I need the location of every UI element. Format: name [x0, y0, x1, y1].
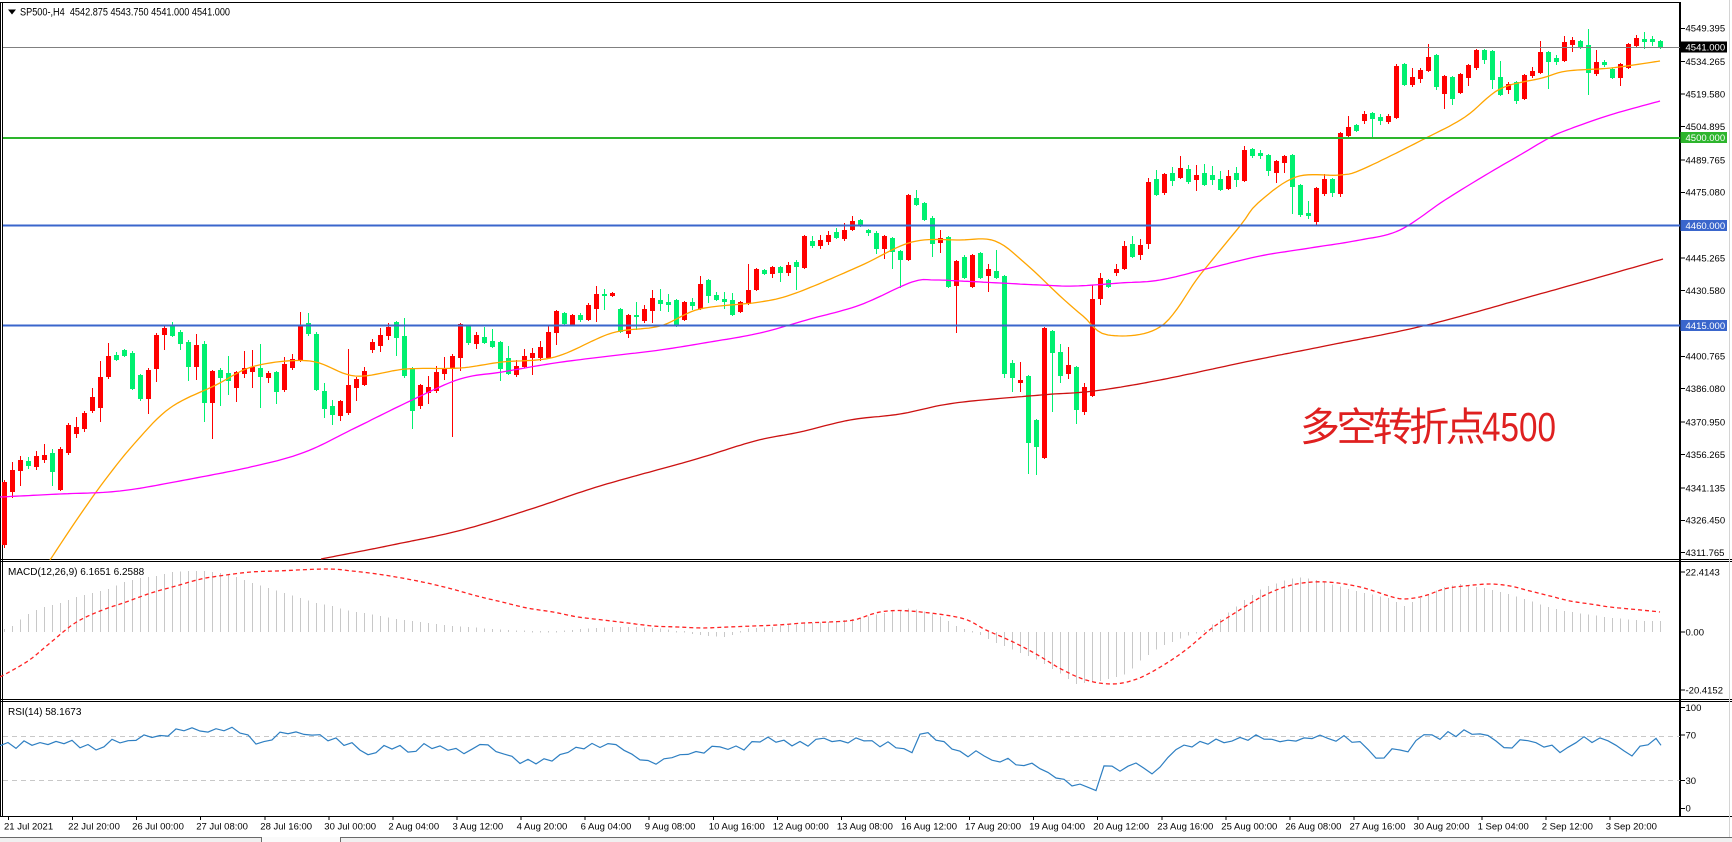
svg-text:4356.265: 4356.265 [1686, 450, 1726, 461]
svg-text:2 Sep 12:00: 2 Sep 12:00 [1542, 822, 1593, 833]
svg-text:4 Aug 20:00: 4 Aug 20:00 [517, 822, 568, 833]
svg-text:30 Aug 20:00: 30 Aug 20:00 [1414, 822, 1470, 833]
svg-text:1 Sep 04:00: 1 Sep 04:00 [1478, 822, 1529, 833]
svg-text:9 Aug 08:00: 9 Aug 08:00 [645, 822, 696, 833]
svg-text:20 Aug 12:00: 20 Aug 12:00 [1093, 822, 1149, 833]
svg-text:12 Aug 00:00: 12 Aug 00:00 [773, 822, 829, 833]
svg-text:-20.4152: -20.4152 [1686, 685, 1724, 696]
svg-text:28 Jul 16:00: 28 Jul 16:00 [260, 822, 312, 833]
svg-text:2 Aug 04:00: 2 Aug 04:00 [388, 822, 439, 833]
svg-text:23 Aug 16:00: 23 Aug 16:00 [1157, 822, 1213, 833]
svg-text:4534.265: 4534.265 [1686, 57, 1726, 68]
svg-text:4504.895: 4504.895 [1686, 122, 1726, 133]
svg-text:4415.000: 4415.000 [1686, 321, 1726, 332]
svg-text:6 Aug 04:00: 6 Aug 04:00 [581, 822, 632, 833]
svg-text:30 Jul 00:00: 30 Jul 00:00 [324, 822, 376, 833]
svg-text:4460.000: 4460.000 [1686, 221, 1726, 232]
svg-text:MACD(12,26,9) 6.1651 6.2588: MACD(12,26,9) 6.1651 6.2588 [8, 567, 145, 578]
svg-text:4475.080: 4475.080 [1686, 188, 1726, 199]
svg-text:4341.135: 4341.135 [1686, 483, 1726, 494]
svg-text:27 Aug 16:00: 27 Aug 16:00 [1350, 822, 1406, 833]
svg-text:RSI(14) 58.1673: RSI(14) 58.1673 [8, 707, 82, 718]
svg-text:SP500-,H4 4542.875 4543.750 4: SP500-,H4 4542.875 4543.750 4541.000 454… [20, 7, 230, 19]
svg-text:17 Aug 20:00: 17 Aug 20:00 [965, 822, 1021, 833]
svg-text:4489.765: 4489.765 [1686, 155, 1726, 166]
svg-text:19 Aug 04:00: 19 Aug 04:00 [1029, 822, 1085, 833]
svg-text:26 Jul 00:00: 26 Jul 00:00 [132, 822, 184, 833]
svg-text:0.00: 0.00 [1686, 627, 1705, 638]
svg-text:100: 100 [1686, 703, 1702, 714]
svg-text:21 Jul 2021: 21 Jul 2021 [4, 822, 53, 833]
svg-text:4326.450: 4326.450 [1686, 516, 1726, 527]
svg-text:4500.000: 4500.000 [1686, 133, 1726, 144]
svg-text:4400.765: 4400.765 [1686, 352, 1726, 363]
svg-text:4386.080: 4386.080 [1686, 384, 1726, 395]
svg-text:4311.765: 4311.765 [1686, 548, 1725, 559]
svg-text:27 Jul 08:00: 27 Jul 08:00 [196, 822, 248, 833]
svg-text:4445.265: 4445.265 [1686, 254, 1726, 265]
svg-text:22.4143: 22.4143 [1686, 567, 1720, 578]
svg-text:10 Aug 16:00: 10 Aug 16:00 [709, 822, 765, 833]
svg-text:70: 70 [1686, 731, 1697, 742]
svg-text:16 Aug 12:00: 16 Aug 12:00 [901, 822, 957, 833]
svg-text:13 Aug 08:00: 13 Aug 08:00 [837, 822, 893, 833]
svg-text:4541.000: 4541.000 [1686, 43, 1726, 54]
svg-text:4500: 4500 [1482, 404, 1556, 450]
svg-text:30: 30 [1686, 776, 1697, 787]
svg-text:25 Aug 00:00: 25 Aug 00:00 [1221, 822, 1277, 833]
svg-text:22 Jul 20:00: 22 Jul 20:00 [68, 822, 120, 833]
svg-text:4370.950: 4370.950 [1686, 418, 1726, 429]
svg-text:3 Sep 20:00: 3 Sep 20:00 [1606, 822, 1657, 833]
svg-text:26 Aug 08:00: 26 Aug 08:00 [1285, 822, 1341, 833]
svg-text:4430.580: 4430.580 [1686, 286, 1726, 297]
svg-text:4549.395: 4549.395 [1686, 24, 1726, 35]
svg-text:4519.580: 4519.580 [1686, 90, 1726, 101]
svg-text:3 Aug 12:00: 3 Aug 12:00 [453, 822, 504, 833]
svg-text:0: 0 [1686, 804, 1691, 815]
